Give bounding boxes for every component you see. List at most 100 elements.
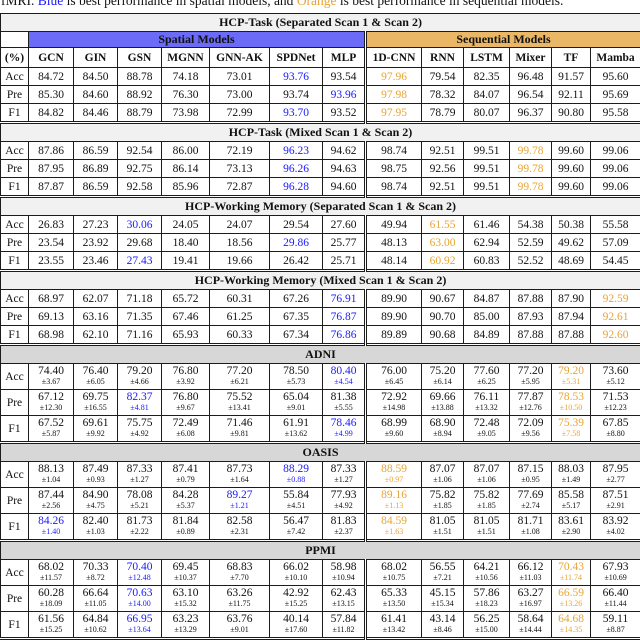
metric-cell: 75.75±4.92	[118, 416, 162, 443]
caption-middle: is best performance in spatial models, a…	[63, 0, 297, 8]
metric-cell: 78.32	[422, 86, 464, 104]
best-blue-cell: 76.91	[323, 290, 366, 308]
section-row: ADNI	[1, 345, 640, 364]
metric-cell: 62.94	[464, 234, 510, 252]
metric-cell: 99.51	[464, 160, 510, 178]
metric-value: 70.63	[118, 587, 161, 600]
best-blue-cell: 76.87	[323, 308, 366, 326]
best-orange-cell: 92.61	[591, 308, 640, 326]
metric-cell: 66.40±11.44	[591, 586, 640, 612]
metric-cell: 87.33±1.27	[118, 462, 162, 488]
metric-std: ±4.51	[270, 502, 322, 513]
metric-cell: 84.28±5.37	[162, 488, 210, 514]
column-header-lstm: LSTM	[464, 48, 510, 68]
metric-std: ±1.64	[210, 476, 269, 487]
metric-std: ±3.67	[29, 378, 73, 389]
metric-value: 66.12	[510, 561, 551, 574]
row-label: Pre	[1, 308, 29, 326]
metric-cell: 99.51	[464, 142, 510, 160]
metric-cell: 84.87	[464, 290, 510, 308]
metric-value: 69.45	[162, 561, 209, 574]
best-orange-cell: 89.16±1.13	[366, 488, 422, 514]
best-blue-cell: 96.28	[270, 178, 323, 197]
column-header-mlp: MLP	[323, 48, 366, 68]
metric-cell: 99.06	[591, 160, 640, 178]
best-orange-cell: 66.59±13.26	[552, 586, 591, 612]
metric-value: 77.69	[510, 489, 551, 502]
best-blue-cell: 93.70	[270, 104, 323, 123]
metric-cell: 25.71	[323, 252, 366, 271]
metric-cell: 67.35	[270, 308, 323, 326]
metric-cell: 88.13±1.04	[29, 462, 74, 488]
metric-std: ±8.72	[74, 574, 117, 585]
metric-value: 45.15	[422, 587, 463, 600]
metric-value: 68.02	[29, 561, 73, 574]
column-header-mgnn: MGNN	[162, 48, 210, 68]
metric-std: ±15.34	[422, 600, 463, 611]
metric-cell: 84.89	[464, 326, 510, 345]
metric-cell: 56.25±15.00	[464, 612, 510, 639]
metric-value: 87.73	[210, 463, 269, 476]
metric-value: 77.87	[510, 391, 551, 404]
section-title: PPMI	[1, 541, 640, 560]
metric-cell: 88.78	[118, 68, 162, 86]
metric-value: 67.93	[591, 561, 640, 574]
caption-prefix: fMRI.	[1, 0, 38, 8]
metric-cell: 67.34	[270, 326, 323, 345]
metric-cell: 72.99	[210, 104, 270, 123]
metric-std: ±6.21	[210, 378, 269, 389]
metric-std: ±12.48	[118, 574, 161, 585]
metric-cell: 50.38	[552, 216, 591, 234]
metric-std: ±6.05	[74, 378, 117, 389]
metric-cell: 49.62	[552, 234, 591, 252]
metric-std: ±5.12	[591, 378, 640, 389]
metric-cell: 88.79	[118, 104, 162, 123]
metric-cell: 86.14	[162, 160, 210, 178]
metric-value: 81.05	[422, 515, 463, 528]
metric-cell: 26.83	[29, 216, 74, 234]
metric-cell: 72.92±14.98	[366, 390, 422, 416]
metric-std: ±2.22	[118, 528, 161, 539]
metric-value: 58.98	[323, 561, 364, 574]
metric-cell: 98.74	[366, 142, 422, 160]
metric-value: 63.26	[210, 587, 269, 600]
metric-cell: 68.99±9.60	[366, 416, 422, 443]
metric-std: ±8.80	[591, 430, 640, 441]
metric-cell: 68.83±7.70	[210, 560, 270, 586]
metric-std: ±15.25	[270, 600, 322, 611]
metric-std: ±4.81	[118, 404, 161, 415]
metric-value: 77.20	[510, 365, 551, 378]
metric-std: ±12.76	[510, 404, 551, 415]
metric-cell: 58.98±10.94	[323, 560, 366, 586]
metric-cell: 63.76±9.01	[210, 612, 270, 639]
metric-cell: 98.75	[366, 160, 422, 178]
metric-std: ±14.98	[367, 404, 421, 415]
metric-std: ±5.17	[552, 502, 590, 513]
metric-value: 82.40	[74, 515, 117, 528]
metric-cell: 79.20±4.66	[118, 364, 162, 390]
metric-value: 61.91	[270, 417, 322, 430]
metric-cell: 57.84±11.82	[323, 612, 366, 639]
row-label: Acc	[1, 364, 29, 390]
metric-value: 87.07	[464, 463, 509, 476]
metric-value: 81.05	[464, 515, 509, 528]
metric-cell: 87.51±2.91	[591, 488, 640, 514]
metric-cell: 78.08±5.21	[118, 488, 162, 514]
metric-cell: 73.60±5.12	[591, 364, 640, 390]
metric-cell: 87.86	[29, 142, 74, 160]
metric-std: ±13.62	[270, 430, 322, 441]
metric-value: 79.20	[552, 365, 590, 378]
metric-cell: 66.64±11.05	[74, 586, 118, 612]
metric-cell: 61.46	[464, 216, 510, 234]
metric-cell: 63.26±11.75	[210, 586, 270, 612]
metric-cell: 92.54	[118, 142, 162, 160]
metric-value: 68.83	[210, 561, 269, 574]
metric-cell: 87.88	[510, 326, 552, 345]
metric-cell: 77.69±2.74	[510, 488, 552, 514]
metric-cell: 99.06	[591, 178, 640, 197]
metric-value: 68.99	[367, 417, 421, 430]
metric-value: 70.40	[118, 561, 161, 574]
